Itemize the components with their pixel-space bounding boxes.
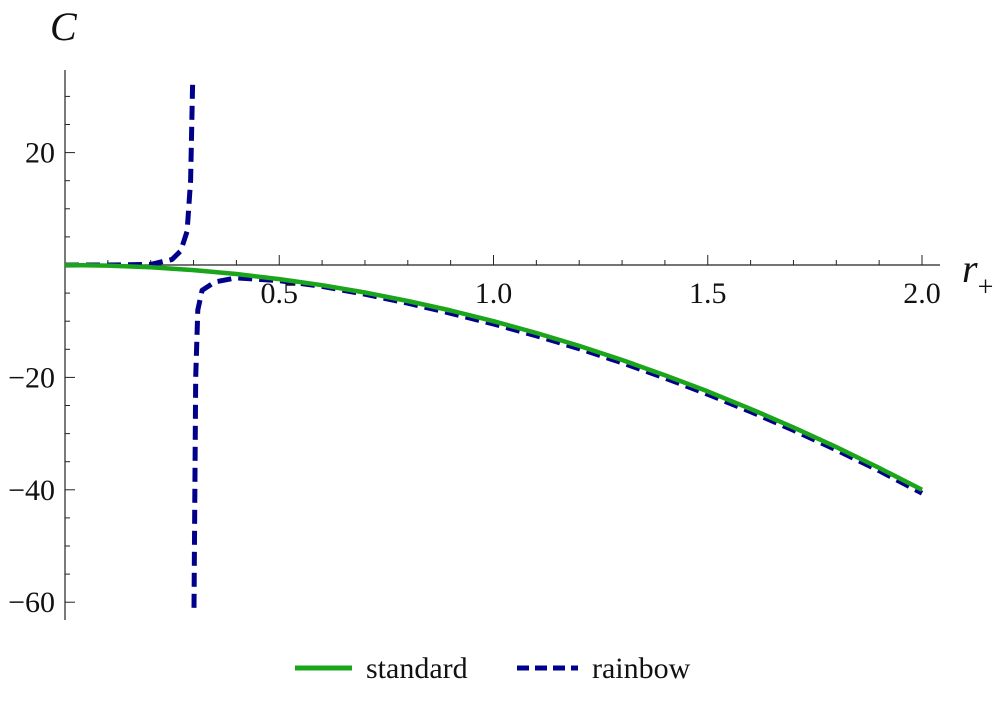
plot-area bbox=[64, 79, 924, 608]
y-axis-title: C bbox=[50, 4, 78, 49]
y-tick-label: −20 bbox=[8, 361, 55, 394]
axes: 0.5 1.0 1.5 2.020−20−40−60 bbox=[8, 70, 941, 620]
x-axis-title-subscript: + bbox=[978, 272, 994, 303]
legend: standard rainbow bbox=[295, 652, 691, 685]
x-axis-title: r+ bbox=[962, 246, 993, 303]
x-tick-label: 2.0 bbox=[903, 277, 941, 310]
y-tick-label: −40 bbox=[8, 474, 55, 507]
y-tick-label: 20 bbox=[25, 137, 55, 170]
x-tick-label: 1.0 bbox=[475, 277, 513, 310]
series-rainbow-line bbox=[191, 275, 924, 608]
axis-labels: C r+ bbox=[50, 4, 993, 303]
legend-label-standard: standard bbox=[366, 652, 468, 685]
legend-label-rainbow: rainbow bbox=[592, 652, 691, 685]
x-axis-title-main: r bbox=[962, 246, 978, 291]
x-tick-label: 1.5 bbox=[689, 277, 727, 310]
series-rainbow-line bbox=[65, 79, 196, 268]
series-standard-line bbox=[64, 262, 924, 492]
y-tick-label: −60 bbox=[8, 586, 55, 619]
